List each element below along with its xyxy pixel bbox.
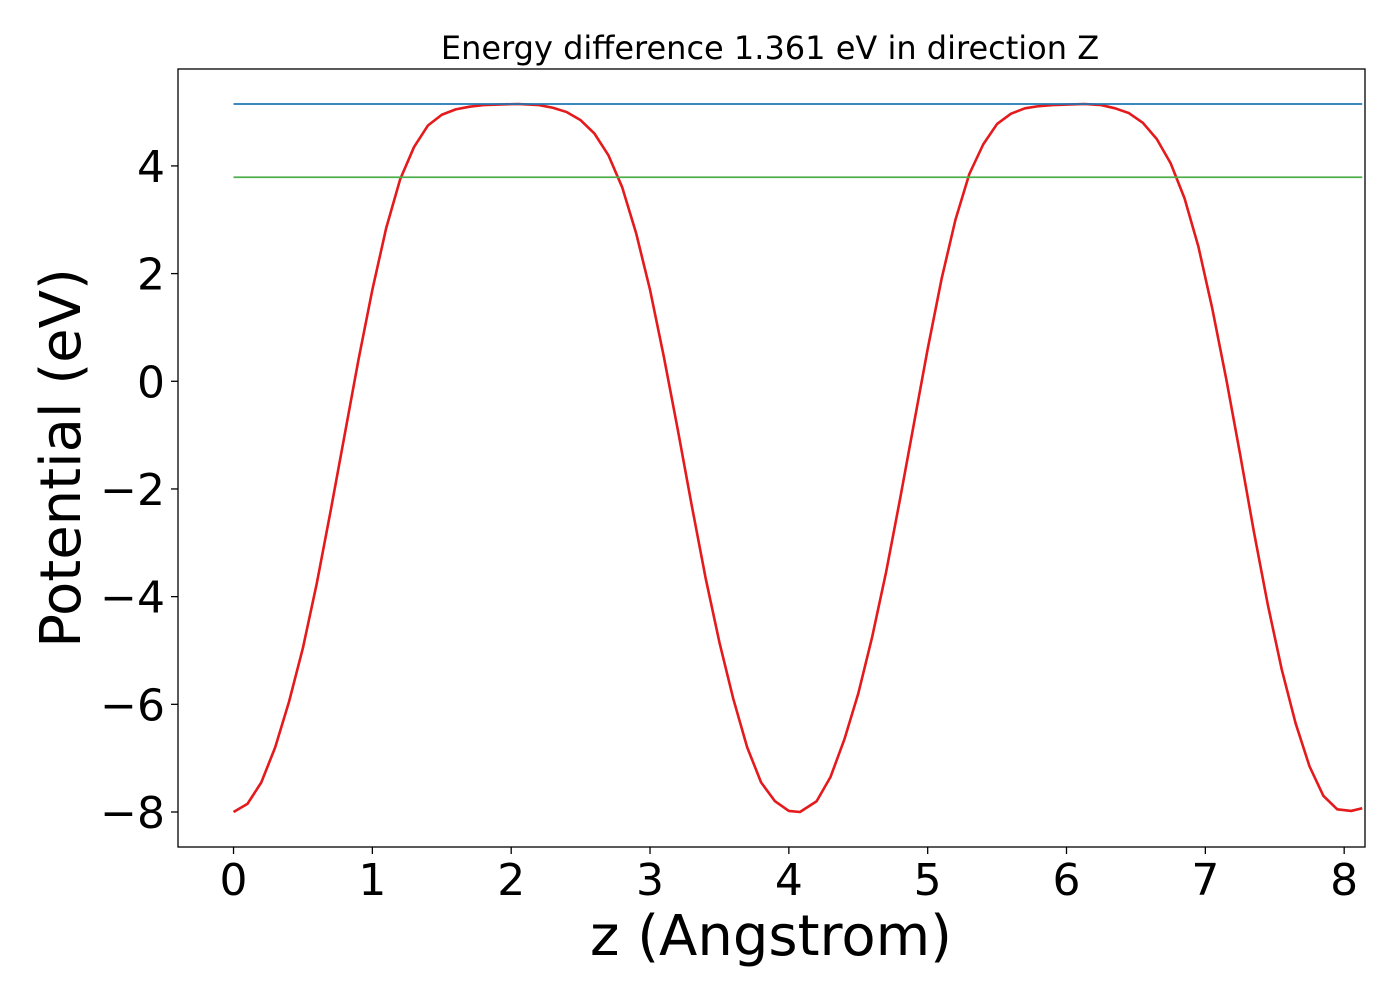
series-layer <box>232 102 1363 814</box>
x-axis-label: z (Angstrom) <box>590 904 952 969</box>
y-axis-label: Potential (eV) <box>29 268 94 648</box>
series-line-0 <box>232 102 1363 814</box>
y-tick-label: 0 <box>137 357 165 408</box>
chart-title: Energy difference 1.361 eV in direction … <box>441 29 1099 67</box>
y-tick-label: −8 <box>100 788 165 839</box>
y-tick-label: −2 <box>100 465 165 516</box>
x-tick-label: 0 <box>220 855 248 906</box>
y-tick-label: −4 <box>100 573 165 624</box>
x-tick-label: 1 <box>358 855 386 906</box>
y-tick-label: 4 <box>137 142 165 193</box>
y-tick-label: −6 <box>100 680 165 731</box>
y-axis: −8 −6 −4 −2 0 2 4 <box>100 142 178 839</box>
x-axis: 0 1 2 3 4 5 6 7 8 <box>220 847 1358 906</box>
plot-frame <box>177 68 1366 848</box>
x-tick-label: 2 <box>497 855 525 906</box>
x-tick-label: 5 <box>914 855 942 906</box>
y-tick-label: 2 <box>137 250 165 301</box>
x-tick-label: 7 <box>1191 855 1219 906</box>
x-tick-label: 4 <box>775 855 803 906</box>
x-tick-label: 3 <box>636 855 664 906</box>
x-tick-label: 8 <box>1330 855 1358 906</box>
x-tick-label: 6 <box>1053 855 1081 906</box>
